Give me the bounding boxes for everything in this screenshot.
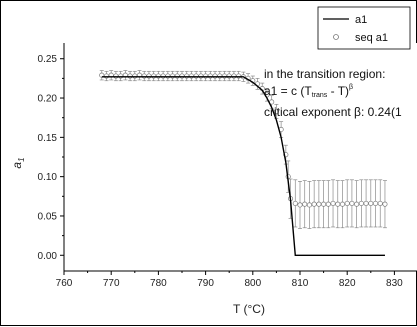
data-point — [226, 73, 232, 79]
data-point — [132, 73, 138, 79]
x-tick-label: 800 — [244, 278, 261, 289]
data-point — [325, 201, 331, 207]
y-tick-label: 0.05 — [38, 211, 58, 222]
data-point — [377, 200, 383, 206]
data-point — [193, 73, 199, 79]
data-point — [358, 200, 364, 206]
y-tick-label: 0.10 — [38, 172, 58, 183]
x-ticks: 760 770 780 790 800 810 820 830 — [56, 271, 403, 289]
x-tick-label: 780 — [150, 278, 167, 289]
legend-marker-swatch — [333, 34, 339, 40]
legend-entry-seq-a1: seq a1 — [355, 32, 388, 44]
y-ticks: 0.00 0.05 0.10 0.15 0.20 0.25 — [38, 54, 64, 262]
data-point — [321, 201, 327, 207]
data-point — [292, 200, 298, 206]
data-point — [335, 201, 341, 207]
data-point — [339, 201, 346, 207]
data-point — [372, 200, 379, 206]
y-axis-label: a1 — [10, 157, 26, 168]
data-point — [236, 73, 242, 79]
data-point — [146, 73, 152, 79]
data-point — [368, 200, 374, 206]
annotation: in the transition region: a1 = c (Ttrans… — [264, 67, 402, 119]
data-point — [198, 73, 204, 79]
data-point — [349, 200, 355, 206]
data-point — [118, 73, 124, 79]
annotation-line-2-sup: β — [349, 84, 353, 91]
x-tick-label: 790 — [197, 278, 214, 289]
data-point — [179, 73, 185, 79]
x-tick-label: 760 — [56, 278, 73, 289]
data-point — [113, 73, 119, 79]
y-tick-label: 0.15 — [38, 133, 58, 144]
y-tick-label: 0.20 — [38, 94, 58, 105]
x-tick-label: 810 — [292, 278, 309, 289]
data-point — [155, 73, 161, 79]
data-point — [306, 202, 312, 208]
y-tick-label: 0.25 — [38, 54, 58, 65]
data-point — [354, 201, 360, 207]
legend-entry-a1: a1 — [355, 14, 367, 26]
data-point — [231, 73, 237, 79]
data-point — [302, 201, 308, 207]
data-point — [127, 73, 133, 79]
legend: a1 seq a1 — [317, 6, 411, 50]
data-point — [311, 201, 317, 207]
data-point — [212, 73, 218, 79]
data-point — [382, 201, 388, 207]
data-point — [363, 200, 369, 206]
annotation-line-3: critical exponent β: 0.24(1 — [264, 105, 402, 119]
data-point — [165, 73, 171, 79]
data-point — [160, 73, 166, 79]
x-axis-label: T (°C) — [233, 302, 265, 316]
data-point — [316, 201, 322, 207]
data-point — [151, 73, 157, 79]
x-tick-label: 830 — [386, 278, 403, 289]
annotation-line-2-sub: trans — [312, 92, 328, 99]
data-point — [103, 73, 110, 79]
legend-box — [317, 6, 411, 50]
a1-line — [101, 76, 385, 256]
data-point — [188, 73, 194, 79]
data-point — [141, 73, 147, 79]
data-point — [217, 73, 223, 79]
x-tick-label: 770 — [103, 278, 120, 289]
a1-line-group — [101, 76, 385, 256]
y-axis-label-sub: 1 — [17, 157, 26, 161]
data-point — [221, 73, 228, 79]
data-point — [174, 73, 180, 79]
y-tick-label: 0.00 — [38, 251, 58, 262]
data-point — [207, 73, 213, 79]
data-point — [297, 202, 303, 208]
annotation-line-2: a1 = c (Ttrans - T)β — [264, 84, 353, 99]
data-point — [203, 73, 209, 79]
data-point — [344, 200, 350, 206]
x-tick-label: 820 — [339, 278, 356, 289]
data-point — [273, 108, 279, 114]
annotation-line-1: in the transition region: — [264, 67, 385, 81]
data-point — [330, 200, 336, 206]
data-point — [184, 73, 190, 79]
data-point — [170, 73, 176, 79]
